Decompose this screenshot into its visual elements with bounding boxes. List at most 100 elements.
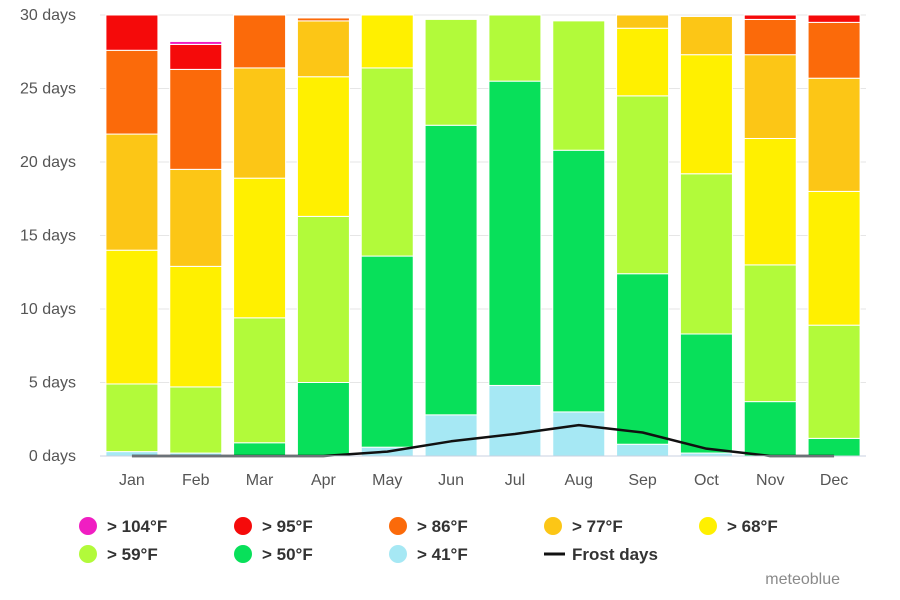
- bar-segment: [743, 54, 797, 139]
- bar-segment: [552, 149, 606, 413]
- legend-item[interactable]: > 104°F: [79, 517, 167, 536]
- bar-segment: [360, 67, 414, 257]
- legend-label: > 59°F: [107, 545, 158, 564]
- bar-segment: [679, 173, 733, 335]
- legend-label: > 95°F: [262, 517, 313, 536]
- x-tick-label: Sep: [628, 472, 657, 489]
- bar-segment: [360, 255, 414, 448]
- legend-swatch: [544, 517, 562, 535]
- bar-segment: [296, 382, 350, 457]
- bar-segment: [169, 43, 223, 70]
- bar-segment: [233, 67, 287, 179]
- bar-segment: [807, 324, 861, 439]
- bar-segment: [807, 21, 861, 79]
- bar-segment: [616, 443, 670, 457]
- legend-item[interactable]: > 77°F: [544, 517, 623, 536]
- bar-segment: [296, 215, 350, 383]
- y-tick-label: 15 days: [20, 228, 76, 245]
- legend-label: > 77°F: [572, 517, 623, 536]
- bar-segment: [807, 77, 861, 192]
- x-tick-label: Dec: [820, 472, 848, 489]
- bar-segment: [105, 14, 159, 51]
- legend-item[interactable]: > 50°F: [234, 545, 313, 564]
- legend-item[interactable]: Frost days: [544, 545, 658, 564]
- bar-segment: [233, 442, 287, 457]
- bar-segment: [552, 20, 606, 151]
- legend-swatch: [234, 517, 252, 535]
- x-tick-label: Jan: [119, 472, 145, 489]
- legend-item[interactable]: > 59°F: [79, 545, 158, 564]
- bar-segment: [105, 383, 159, 453]
- bar-segment: [616, 273, 670, 445]
- bar-segment: [743, 18, 797, 56]
- x-axis: Jan Feb Mar Apr May Jun Jul Aug Sep Oct Nov Dec: [100, 455, 866, 489]
- stacked-bars: [105, 14, 861, 457]
- bar-segment: [360, 14, 414, 69]
- bar-segment: [169, 40, 223, 45]
- y-tick-label: 0 days: [29, 448, 76, 465]
- y-tick-label: 30 days: [20, 7, 76, 24]
- legend-swatch: [389, 517, 407, 535]
- grid-lines: [100, 14, 866, 457]
- bar-segment: [105, 49, 159, 135]
- x-tick-label: Jun: [438, 472, 464, 489]
- bar-segment: [679, 54, 733, 175]
- legend-label: > 104°F: [107, 517, 167, 536]
- legend-swatch: [699, 517, 717, 535]
- bar-segment: [233, 177, 287, 319]
- bar-segment: [105, 249, 159, 385]
- bar-segment: [296, 76, 350, 217]
- bar-segment: [488, 384, 542, 457]
- bar-segment: [424, 124, 478, 416]
- bar-segment: [488, 80, 542, 386]
- bar-segment: [743, 264, 797, 403]
- bar-segment: [296, 17, 350, 22]
- legend-swatch: [79, 545, 97, 563]
- y-tick-label: 10 days: [20, 301, 76, 318]
- legend-label: > 68°F: [727, 517, 778, 536]
- bar-segment: [616, 95, 670, 275]
- legend-label: Frost days: [572, 545, 658, 564]
- bar-segment: [233, 14, 287, 69]
- legend-item[interactable]: > 41°F: [389, 545, 468, 564]
- bar-segment: [807, 190, 861, 326]
- meteoblue-credit: meteoblue: [765, 571, 840, 588]
- x-tick-label: Apr: [311, 472, 337, 489]
- bar-segment: [169, 68, 223, 170]
- bar-segment: [296, 20, 350, 78]
- bar-segment: [679, 15, 733, 56]
- bar-segment: [743, 14, 797, 20]
- legend-item[interactable]: > 95°F: [234, 517, 313, 536]
- bar-segment: [807, 14, 861, 23]
- legend-item[interactable]: > 86°F: [389, 517, 468, 536]
- y-tick-label: 20 days: [20, 154, 76, 171]
- bar-segment: [807, 437, 861, 457]
- legend-item[interactable]: > 68°F: [699, 517, 778, 536]
- x-tick-label: Feb: [182, 472, 210, 489]
- y-axis: 0 days 5 days 10 days 15 days 20 days 25 days…: [20, 7, 76, 465]
- legend-label: > 50°F: [262, 545, 313, 564]
- legend-label: > 41°F: [417, 545, 468, 564]
- x-tick-label: Oct: [694, 472, 719, 489]
- bar-segment: [743, 401, 797, 457]
- y-tick-label: 25 days: [20, 81, 76, 98]
- bar-segment: [169, 386, 223, 454]
- bar-segment: [169, 265, 223, 388]
- legend-swatch: [389, 545, 407, 563]
- bar-segment: [552, 411, 606, 457]
- x-tick-label: Nov: [756, 472, 784, 489]
- legend-swatch: [79, 517, 97, 535]
- bar-segment: [424, 18, 478, 126]
- x-tick-label: May: [372, 472, 402, 489]
- bar-segment: [233, 317, 287, 444]
- x-tick-label: Aug: [565, 472, 593, 489]
- bar-segment: [679, 333, 733, 454]
- bar-segment: [169, 168, 223, 267]
- bar-segment: [616, 14, 670, 29]
- bar-segment: [488, 14, 542, 82]
- bar-segment: [424, 414, 478, 457]
- bar-segment: [616, 27, 670, 97]
- x-tick-label: Mar: [246, 472, 274, 489]
- bar-segment: [743, 137, 797, 266]
